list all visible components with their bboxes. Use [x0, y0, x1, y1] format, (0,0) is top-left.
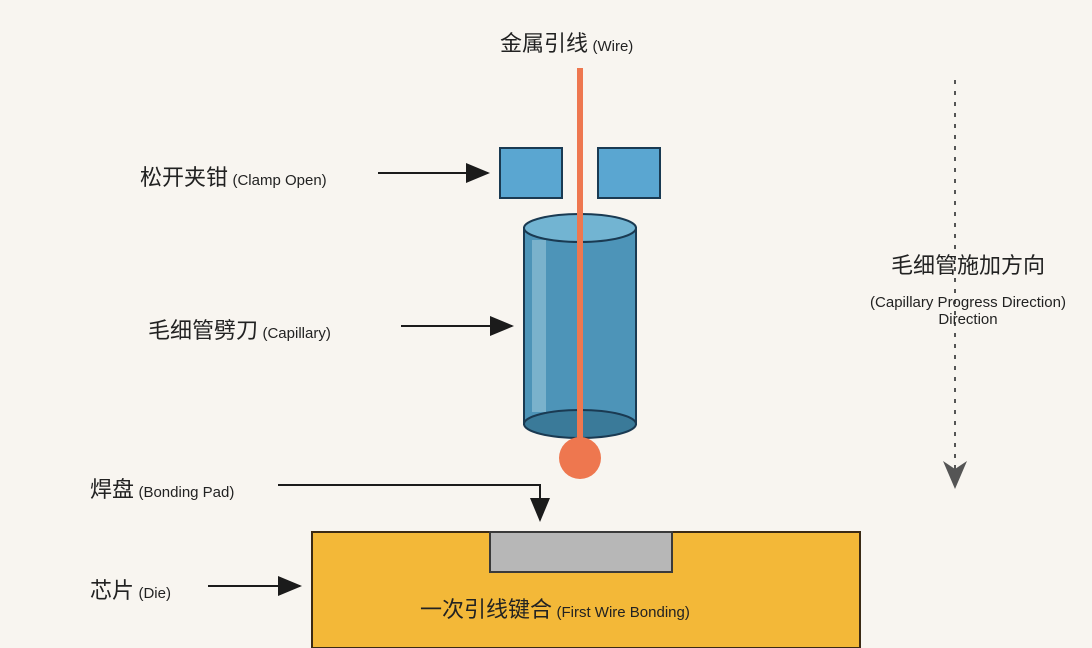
label-die: 芯片 (Die) [90, 573, 171, 605]
clamp-left-shape [500, 148, 562, 198]
label-clamp: 松开夹钳 (Clamp Open) [140, 160, 327, 192]
bonding-pad-shape [490, 532, 672, 572]
clamp-right-shape [598, 148, 660, 198]
label-bottom: 一次引线键合 (First Wire Bonding) [420, 592, 690, 624]
label-capillary: 毛细管劈刀 (Capillary) [148, 313, 331, 345]
arrow-pad [278, 485, 540, 520]
label-pad: 焊盘 (Bonding Pad) [90, 472, 234, 504]
label-wire: 金属引线 (Wire) [500, 26, 633, 58]
label-direction: 毛细管施加方向 (Capillary Progress Direction) D… [858, 248, 1078, 328]
wire-ball-shape [559, 437, 601, 479]
